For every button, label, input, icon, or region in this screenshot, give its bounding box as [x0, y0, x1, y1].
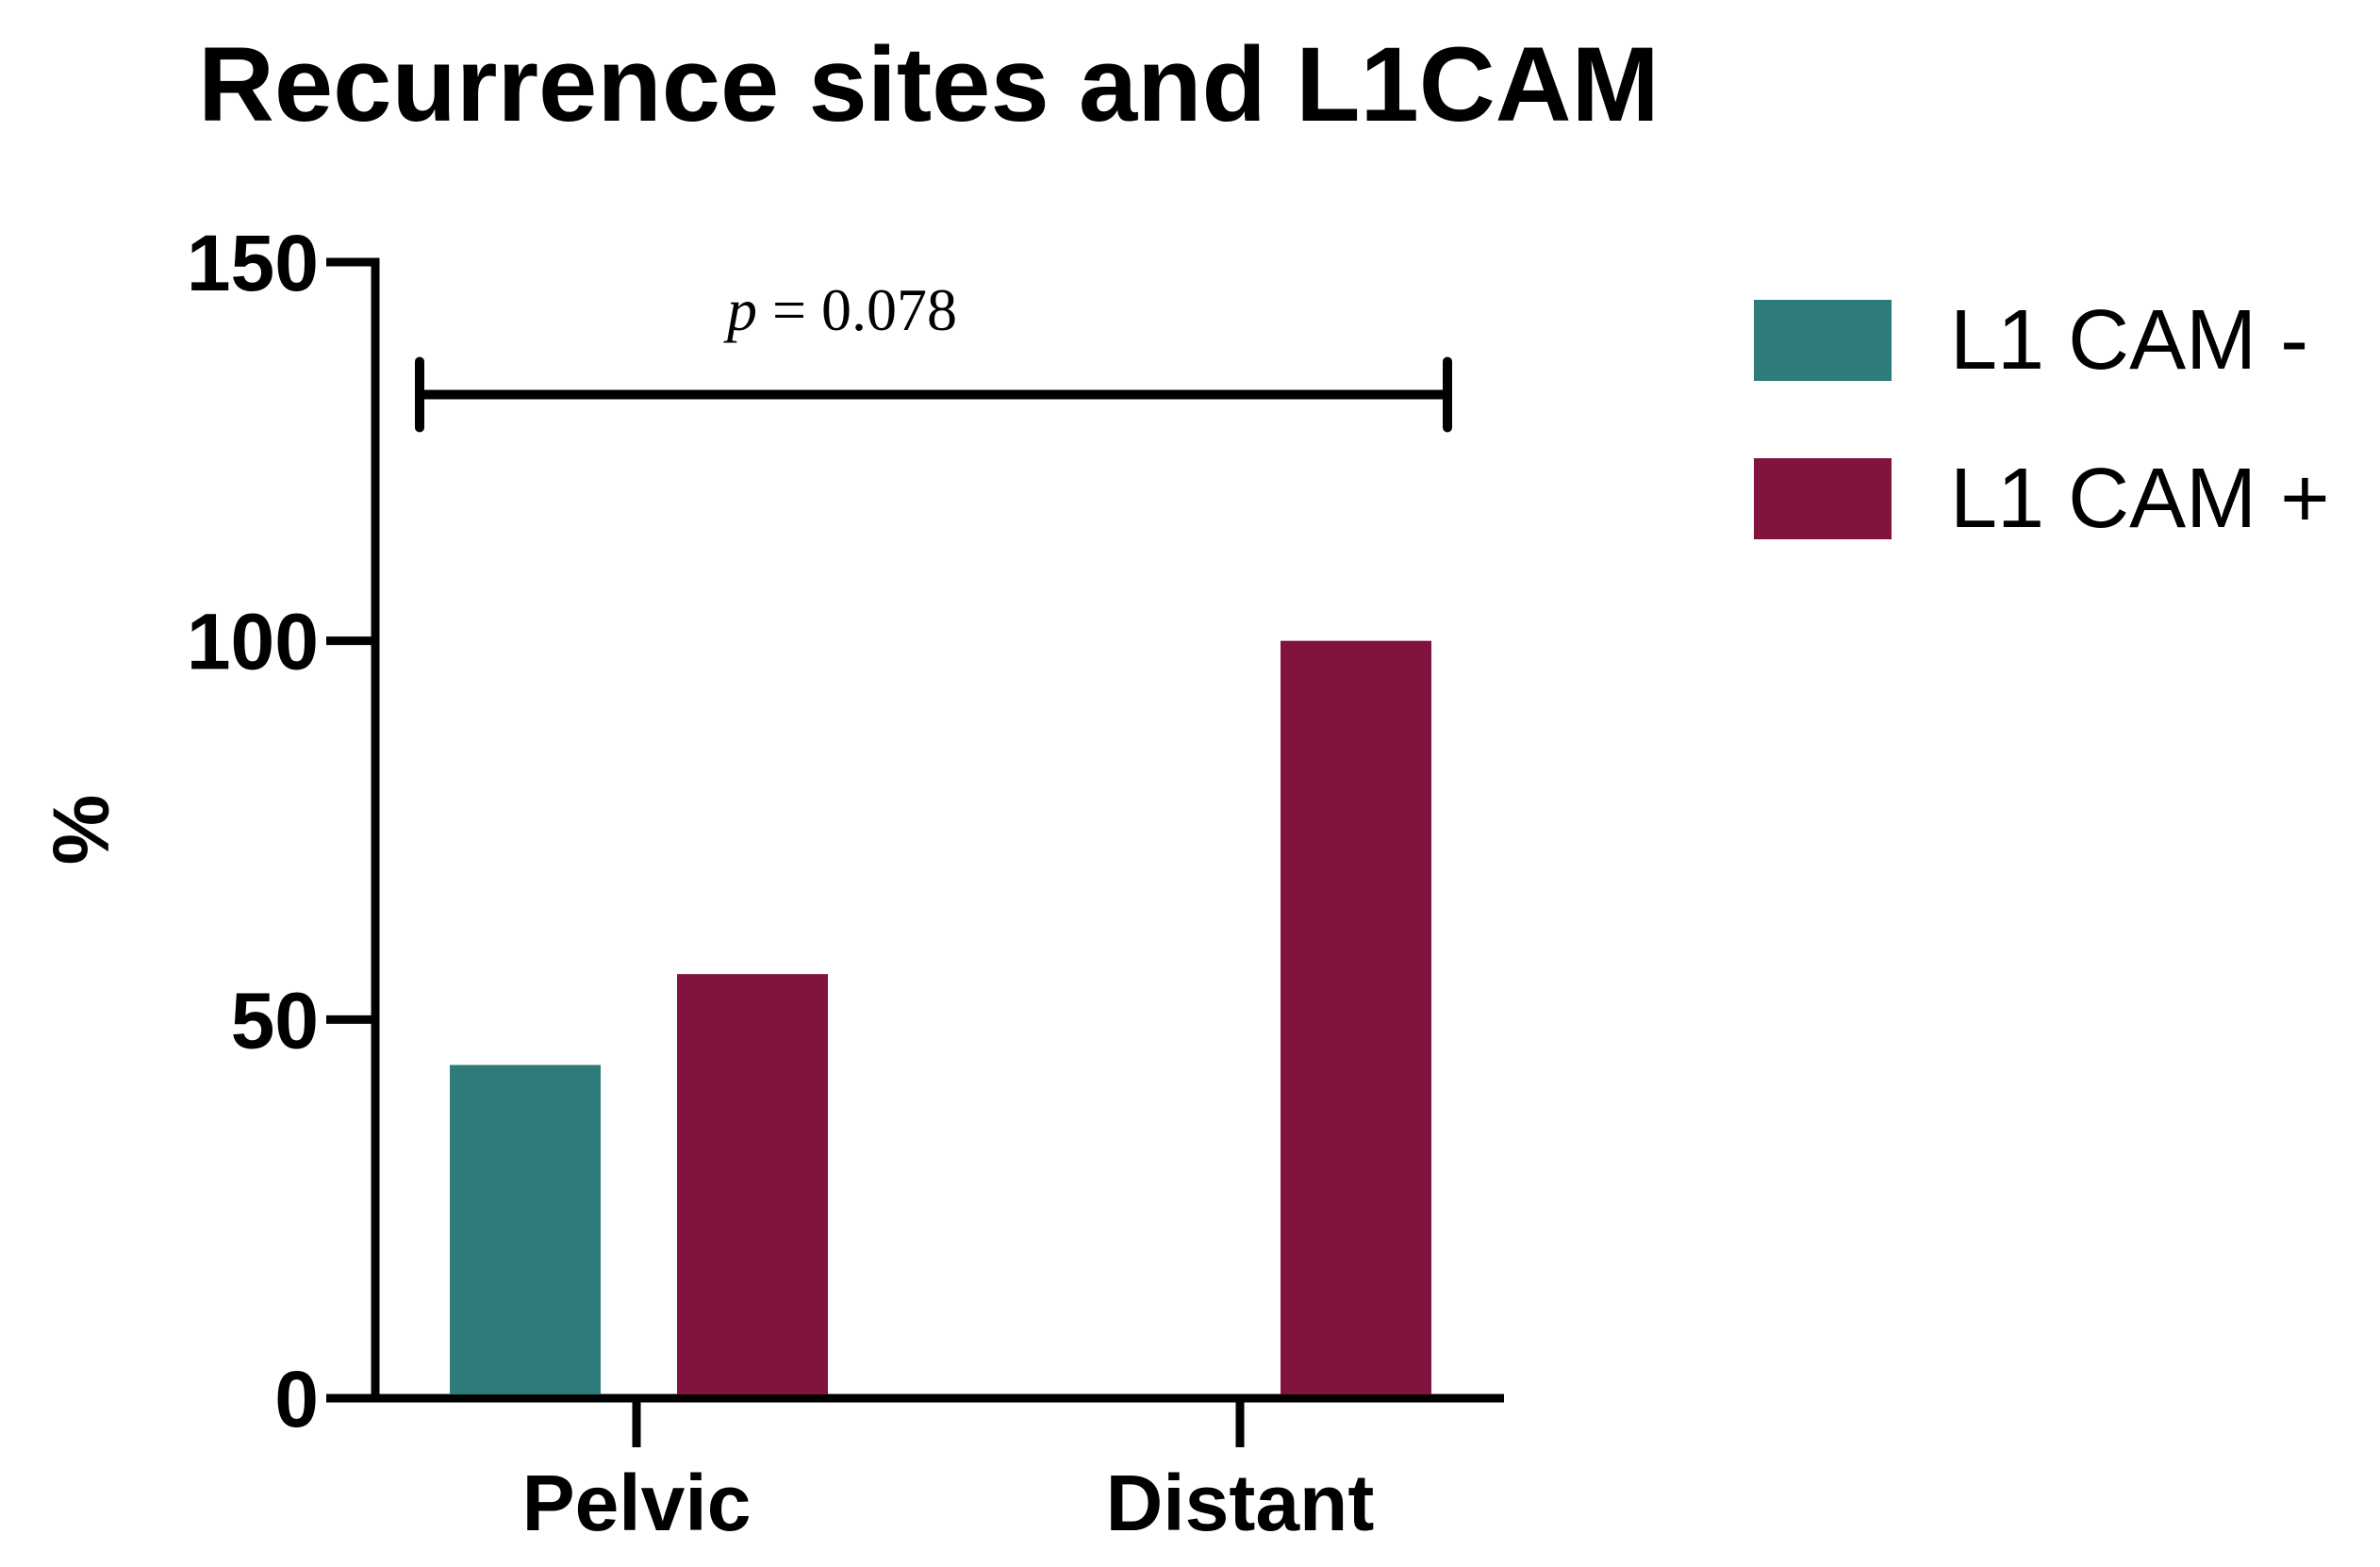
bar [677, 974, 828, 1394]
bar [450, 1064, 601, 1394]
significance-annotation: p = 0.078 [415, 276, 1452, 433]
p-value-symbol: p [723, 276, 757, 343]
legend-label: L1 CAM - [1950, 293, 2308, 388]
axes: 0 50 100 150 Pelvic Distant% [37, 219, 1504, 1547]
y-tick-label: 0 [274, 1355, 319, 1443]
bar [1281, 640, 1431, 1394]
y-tick-label: 50 [231, 976, 319, 1064]
legend-label: L1 CAM + [1950, 452, 2330, 546]
legend-swatch [1754, 300, 1892, 381]
bars [450, 640, 1431, 1394]
y-tick-label: 100 [187, 598, 319, 686]
legend-swatch [1754, 458, 1892, 539]
p-value-number: = 0.078 [757, 276, 957, 343]
x-tick-label: Distant [1106, 1459, 1375, 1547]
chart-title: Recurrence sites and L1CAM [198, 25, 1660, 143]
y-axis-label: % [37, 795, 125, 866]
p-value-label: p = 0.078 [723, 276, 957, 343]
legend: L1 CAM - L1 CAM + [1754, 293, 2330, 546]
y-tick-label: 150 [187, 219, 319, 307]
x-tick-label: Pelvic [522, 1459, 752, 1547]
